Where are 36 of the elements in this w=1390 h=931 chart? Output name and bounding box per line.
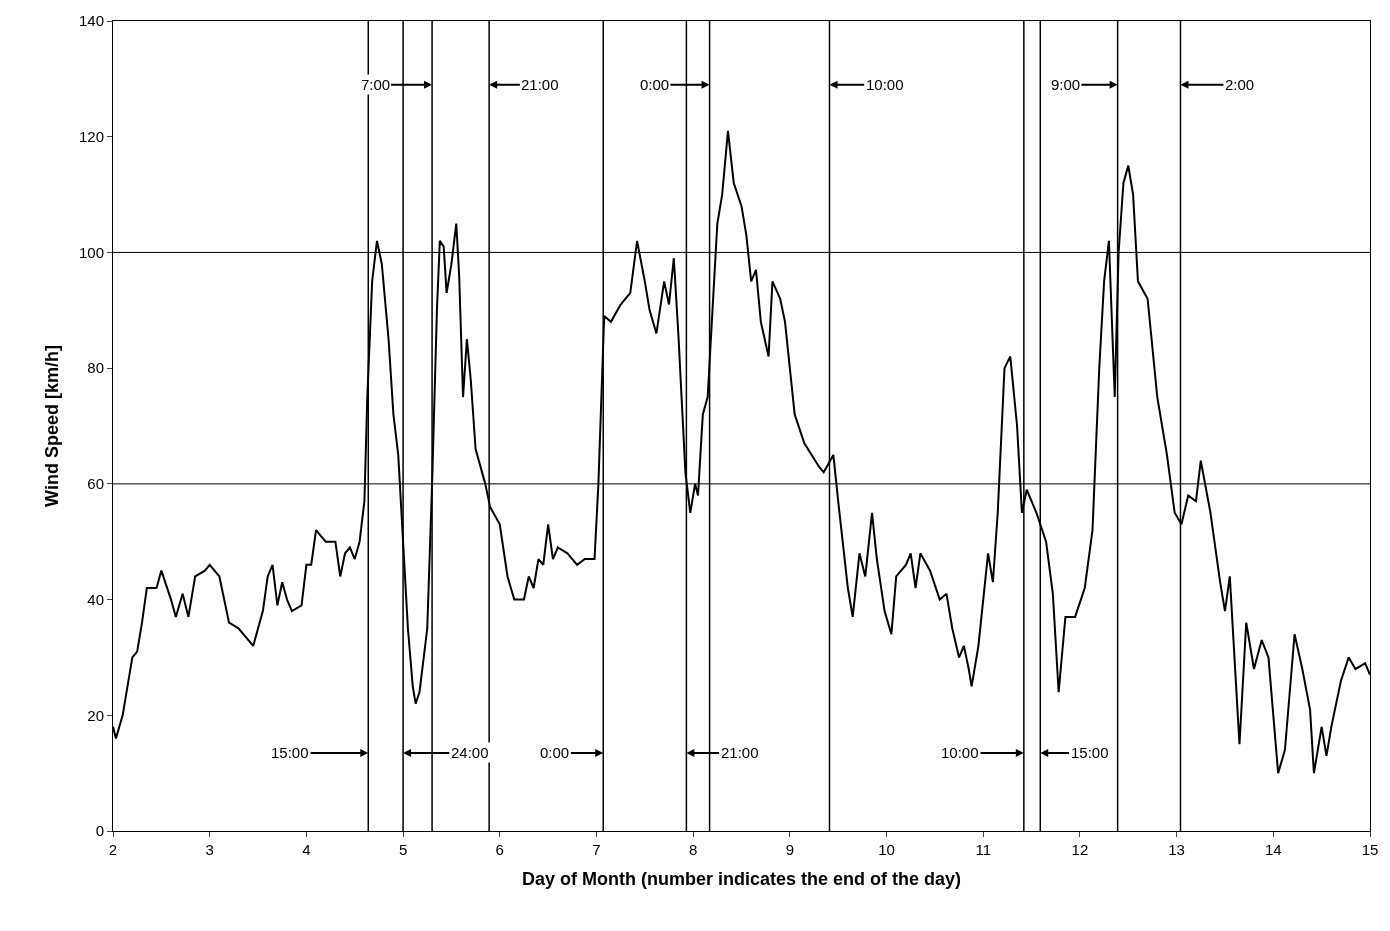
annotation: 0:00: [540, 744, 570, 761]
x-tick-label: 15: [1361, 841, 1379, 858]
y-tick-label: 20: [87, 706, 104, 724]
x-tick-label: 10: [878, 841, 895, 858]
annotation: 7:00: [361, 76, 391, 93]
x-tick-label: 9: [785, 841, 795, 858]
x-tick-label: 13: [1168, 841, 1185, 858]
x-tick-label: 7: [592, 841, 601, 858]
x-tick-label: 4: [302, 841, 311, 858]
x-tick-label: 8: [688, 841, 698, 858]
y-axis-title: Wind Speed [km/h]: [42, 345, 63, 507]
annotation: 0:00: [640, 76, 670, 93]
annotation: 21:00: [521, 76, 559, 93]
x-tick-label: 11: [975, 841, 992, 858]
y-tick-label: 40: [87, 590, 104, 608]
annotation: 10:00: [866, 76, 904, 93]
x-tick-label: 2: [108, 841, 118, 858]
annotation: 15:00: [1071, 744, 1109, 761]
x-tick-label: 6: [495, 841, 504, 858]
annotation: 21:00: [721, 744, 759, 761]
annotation: 10:00: [941, 744, 979, 761]
x-tick-label: 3: [205, 841, 214, 858]
annotation: 2:00: [1225, 76, 1255, 93]
annotation: 15:00: [271, 744, 309, 761]
y-tick-label: 120: [78, 127, 104, 145]
x-tick-label: 12: [1071, 841, 1089, 858]
y-tick-label: 100: [78, 243, 104, 261]
annotation: 9:00: [1051, 76, 1081, 93]
x-tick-label: 5: [398, 841, 408, 858]
y-tick-label: 60: [87, 475, 104, 493]
y-tick-label: 140: [78, 12, 104, 30]
x-tick-label: 14: [1264, 841, 1282, 858]
x-axis-title: Day of Month (number indicates the end of the day): [521, 869, 962, 890]
annotation: 24:00: [451, 744, 489, 761]
y-tick-label: 0: [95, 822, 104, 840]
y-tick-label: 80: [87, 359, 104, 377]
